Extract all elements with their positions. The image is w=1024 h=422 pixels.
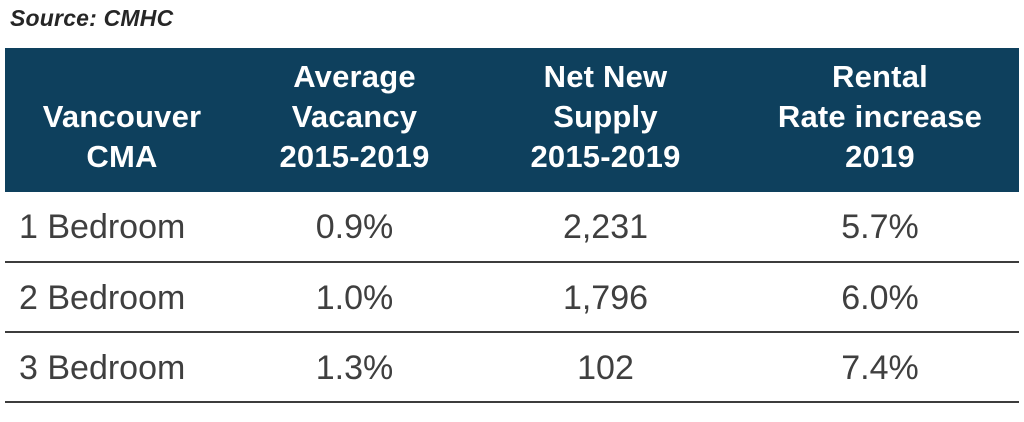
cell-net-new-supply: 2,231: [470, 192, 741, 263]
cell-average-vacancy: 0.9%: [239, 192, 470, 263]
table-row-3-bedroom: 3 Bedroom 1.3% 102 7.4%: [5, 332, 1019, 403]
cell-rental-rate-increase: 7.4%: [741, 332, 1019, 403]
cell-net-new-supply: 102: [470, 332, 741, 403]
vacancy-table: Vancouver CMA Average Vacancy 2015-2019 …: [5, 48, 1019, 403]
cell-net-new-supply: 1,796: [470, 262, 741, 333]
table-header: Vancouver CMA Average Vacancy 2015-2019 …: [5, 48, 1019, 192]
cell-rental-rate-increase: 6.0%: [741, 262, 1019, 333]
table-row-2-bedroom: 2 Bedroom 1.0% 1,796 6.0%: [5, 262, 1019, 333]
header-vancouver-cma: Vancouver CMA: [5, 48, 239, 192]
header-average-vacancy: Average Vacancy 2015-2019: [239, 48, 470, 192]
header-rental-rate-increase: Rental Rate increase 2019: [741, 48, 1019, 192]
row-label: 3 Bedroom: [5, 332, 239, 403]
cell-average-vacancy: 1.3%: [239, 332, 470, 403]
table-row-1-bedroom: 1 Bedroom 0.9% 2,231 5.7%: [5, 192, 1019, 263]
source-caption: Source: CMHC: [10, 5, 174, 31]
header-net-new-supply: Net New Supply 2015-2019: [470, 48, 741, 192]
cell-rental-rate-increase: 5.7%: [741, 192, 1019, 263]
header-row: Vancouver CMA Average Vacancy 2015-2019 …: [5, 48, 1019, 192]
row-label: 2 Bedroom: [5, 262, 239, 333]
cell-average-vacancy: 1.0%: [239, 262, 470, 333]
table-body: 1 Bedroom 0.9% 2,231 5.7% 2 Bedroom 1.0%…: [5, 192, 1019, 403]
row-label: 1 Bedroom: [5, 192, 239, 263]
